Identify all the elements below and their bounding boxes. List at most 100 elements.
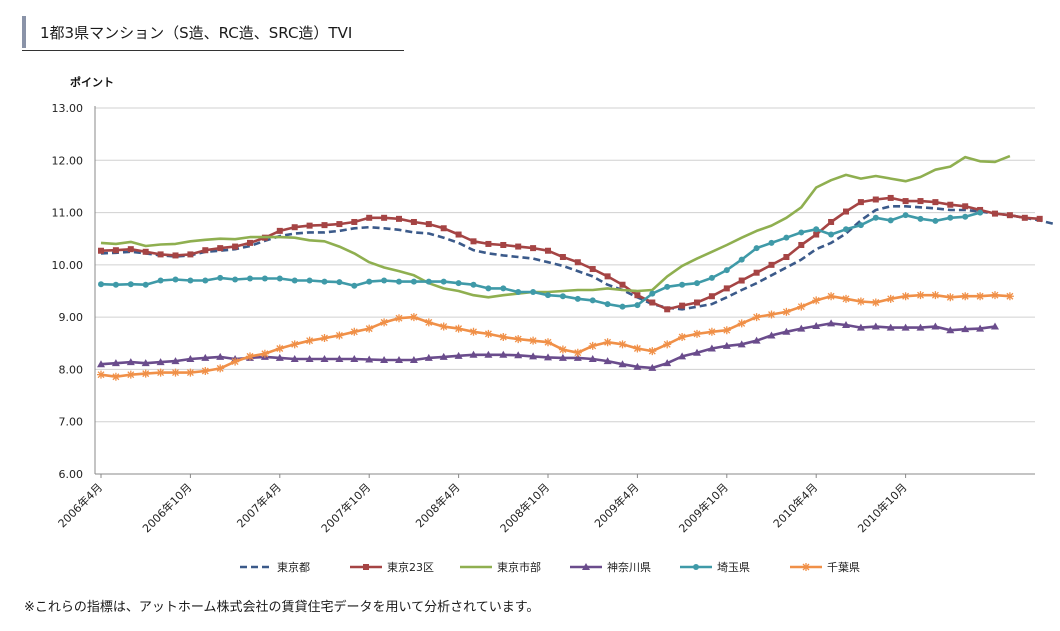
data-point bbox=[396, 215, 402, 222]
data-point bbox=[111, 372, 120, 381]
data-point bbox=[946, 293, 955, 302]
data-point bbox=[545, 247, 551, 254]
data-point bbox=[886, 323, 895, 331]
legend-label: 千葉県 bbox=[827, 560, 860, 574]
data-point bbox=[232, 276, 239, 283]
data-point bbox=[335, 354, 344, 362]
footnote: ※これらの指標は、アットホーム株式会社の賃貸住宅データを用いて分析されています。 bbox=[24, 600, 540, 615]
data-point bbox=[828, 218, 835, 225]
data-point bbox=[634, 302, 641, 309]
data-point bbox=[768, 261, 775, 268]
data-point bbox=[275, 353, 284, 361]
data-point bbox=[931, 322, 940, 330]
data-point bbox=[648, 363, 657, 371]
data-point bbox=[439, 352, 448, 360]
data-point bbox=[515, 243, 522, 250]
data-point bbox=[171, 357, 180, 365]
data-point bbox=[112, 281, 119, 288]
data-point bbox=[797, 302, 806, 311]
data-point bbox=[515, 289, 522, 296]
data-point bbox=[470, 238, 477, 245]
data-point bbox=[291, 277, 298, 284]
data-point bbox=[663, 340, 672, 349]
data-point bbox=[1036, 215, 1043, 222]
data-point bbox=[738, 277, 745, 284]
data-point bbox=[842, 294, 850, 303]
data-point bbox=[932, 199, 939, 206]
data-point bbox=[931, 291, 940, 300]
data-point bbox=[351, 282, 358, 289]
data-point bbox=[366, 278, 373, 285]
x-tick-label: 2007年10月 bbox=[318, 480, 373, 535]
data-point bbox=[693, 564, 699, 570]
data-point bbox=[782, 307, 791, 316]
data-point bbox=[992, 210, 998, 217]
data-point bbox=[901, 323, 910, 331]
data-point bbox=[588, 354, 597, 362]
data-point bbox=[828, 231, 835, 238]
y-tick-label: 11.00 bbox=[52, 207, 84, 220]
data-point bbox=[843, 208, 849, 215]
y-tick-label: 7.00 bbox=[59, 416, 84, 429]
y-tick-label: 8.00 bbox=[59, 363, 84, 376]
data-point bbox=[336, 279, 343, 286]
data-point bbox=[648, 347, 657, 356]
data-point bbox=[127, 246, 134, 253]
data-point bbox=[529, 352, 538, 360]
data-point bbox=[530, 289, 537, 296]
data-point bbox=[797, 324, 806, 332]
data-point bbox=[679, 302, 686, 309]
data-point bbox=[440, 278, 447, 285]
data-point bbox=[485, 240, 492, 247]
data-point bbox=[381, 277, 388, 284]
data-point bbox=[127, 281, 134, 288]
data-point bbox=[157, 251, 164, 258]
data-point bbox=[558, 345, 567, 354]
data-point bbox=[753, 245, 760, 252]
data-point bbox=[365, 355, 374, 363]
data-point bbox=[604, 301, 611, 308]
data-point bbox=[142, 248, 149, 255]
data-point bbox=[126, 358, 135, 366]
x-tick-label: 2007年4月 bbox=[234, 480, 284, 530]
data-point bbox=[886, 294, 895, 303]
data-point bbox=[97, 360, 105, 368]
data-point bbox=[961, 292, 970, 301]
data-point bbox=[410, 278, 417, 285]
data-point bbox=[469, 350, 478, 358]
data-point bbox=[500, 241, 507, 248]
data-point bbox=[694, 299, 700, 306]
data-point bbox=[247, 275, 253, 282]
data-point bbox=[768, 239, 775, 246]
y-tick-label: 13.00 bbox=[52, 102, 84, 115]
data-point bbox=[752, 336, 761, 344]
data-point bbox=[440, 225, 447, 232]
data-point bbox=[708, 274, 715, 281]
data-point bbox=[320, 334, 329, 343]
data-point bbox=[991, 291, 999, 300]
data-point bbox=[633, 362, 642, 370]
data-point bbox=[663, 359, 672, 367]
data-point bbox=[98, 281, 104, 288]
data-point bbox=[1006, 212, 1013, 219]
title-accent-bar bbox=[22, 16, 26, 48]
data-point bbox=[932, 217, 939, 224]
data-point bbox=[469, 327, 478, 336]
data-point bbox=[321, 222, 328, 229]
data-point bbox=[202, 247, 209, 254]
data-point bbox=[619, 303, 626, 310]
data-point bbox=[409, 356, 418, 364]
data-point bbox=[544, 353, 552, 361]
legend-label: 埼玉県 bbox=[717, 560, 750, 574]
data-point bbox=[425, 278, 432, 285]
data-point bbox=[707, 344, 716, 352]
data-point bbox=[275, 344, 284, 353]
data-point bbox=[902, 212, 909, 219]
data-point bbox=[738, 256, 745, 263]
data-point bbox=[395, 356, 403, 364]
data-point bbox=[947, 201, 954, 208]
x-tick-label: 2006年4月 bbox=[55, 480, 105, 530]
data-point bbox=[454, 351, 463, 359]
data-point bbox=[396, 278, 402, 285]
data-point bbox=[887, 194, 894, 201]
